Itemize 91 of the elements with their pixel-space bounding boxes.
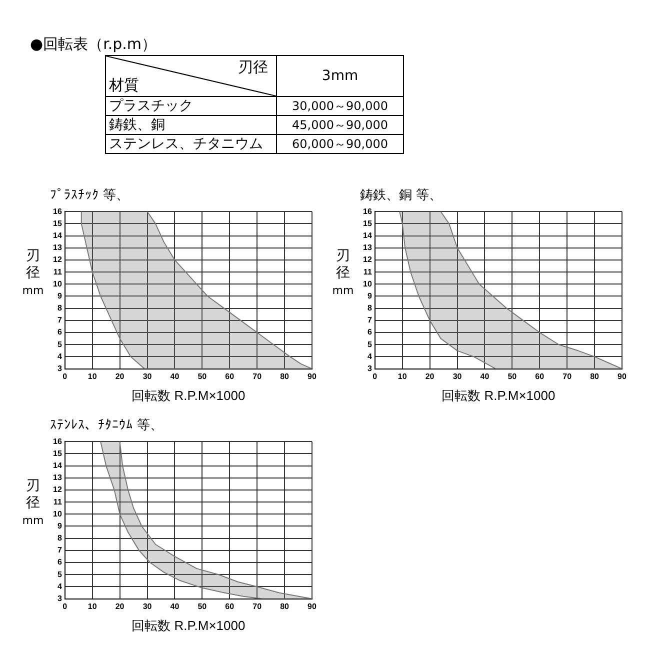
y-tick-label: 14: [52, 230, 62, 240]
y-tick-label: 15: [52, 218, 62, 228]
y-tick-label: 3: [57, 594, 62, 604]
x-tick-label: 10: [88, 602, 98, 611]
y-tick-label: 6: [57, 558, 62, 567]
y-tick-label: 9: [367, 291, 372, 300]
y-tick-label: 7: [57, 546, 62, 555]
y-tick-label: 3: [57, 364, 62, 374]
y-tick-label: 12: [52, 485, 62, 494]
text: 3mm: [276, 56, 404, 96]
chart-title: 鋳鉄、銅 等、: [360, 188, 442, 204]
x-tick-label: 60: [225, 602, 235, 611]
x-tick-label: 0: [62, 372, 68, 381]
y-tick-label: 6: [367, 328, 372, 337]
y-tick-label: 7: [57, 316, 62, 325]
x-tick-label: 20: [115, 372, 125, 381]
x-tick-label: 30: [142, 372, 152, 381]
chart-title: ｽﾃﾝﾚｽ、ﾁﾀﾆｳﾑ 等、: [50, 418, 164, 434]
y-axis-title: 刃径 mm: [331, 248, 355, 299]
x-tick-label: 50: [198, 372, 208, 381]
text: ●回転表（r.p.m）: [30, 35, 157, 54]
y-tick-label: 16: [52, 436, 62, 446]
y-tick-label: 13: [362, 243, 372, 252]
y-axis-title: 刃径 mm: [21, 248, 45, 299]
x-tick-label: 40: [170, 602, 180, 611]
x-tick-label: 20: [115, 602, 125, 611]
y-tick-label: 11: [53, 497, 62, 506]
x-tick-label: 70: [252, 602, 262, 611]
x-tick-label: 50: [198, 602, 208, 611]
x-tick-label: 50: [508, 372, 518, 381]
y-tick-label: 12: [52, 255, 62, 264]
y-tick-label: 8: [57, 304, 62, 313]
y-tick-label: 4: [57, 352, 62, 361]
text: 45,000～90,000: [276, 116, 404, 134]
x-tick-label: 60: [225, 372, 235, 381]
x-tick-label: 70: [562, 372, 572, 381]
y-tick-label: 3: [367, 364, 372, 374]
x-tick-label: 10: [88, 372, 98, 381]
y-tick-label: 5: [367, 340, 372, 349]
y-tick-label: 13: [52, 243, 62, 252]
text: プラスチック: [106, 96, 276, 116]
text: 刃径: [238, 58, 268, 77]
y-tick-label: 9: [57, 521, 62, 530]
text: 材質: [109, 76, 139, 95]
x-axis-title: 回転数 R.P.M×1000: [442, 388, 556, 403]
text: 60,000～90,000: [276, 134, 404, 154]
x-tick-label: 90: [308, 602, 317, 611]
y-tick-label: 16: [362, 206, 372, 216]
y-tick-label: 5: [57, 340, 62, 349]
text: ステンレス、チタニウム: [106, 134, 276, 154]
x-tick-label: 30: [142, 602, 152, 611]
x-axis-title: 回転数 R.P.M×1000: [132, 388, 246, 403]
y-tick-label: 13: [52, 473, 62, 482]
x-tick-label: 90: [308, 372, 317, 381]
y-tick-label: 4: [57, 582, 62, 591]
y-tick-label: 11: [363, 267, 372, 276]
chart-title: ﾌﾟﾗｽﾁｯｸ 等、: [50, 188, 130, 204]
x-tick-label: 40: [480, 372, 490, 381]
text: 30,000～90,000: [276, 96, 404, 116]
y-tick-label: 4: [367, 352, 372, 361]
y-tick-label: 9: [57, 291, 62, 300]
text: 鋳鉄、銅: [106, 116, 276, 134]
y-tick-label: 14: [362, 230, 372, 240]
y-tick-label: 16: [52, 206, 62, 216]
y-tick-label: 10: [52, 509, 62, 518]
y-tick-label: 5: [57, 570, 62, 579]
y-tick-label: 15: [52, 448, 62, 458]
y-axis-title: 刃径 mm: [21, 478, 45, 529]
x-tick-label: 20: [425, 372, 435, 381]
x-tick-label: 60: [535, 372, 545, 381]
y-tick-label: 12: [362, 255, 372, 264]
y-tick-label: 10: [362, 279, 372, 288]
x-tick-label: 30: [452, 372, 462, 381]
x-tick-label: 80: [590, 372, 600, 381]
y-tick-label: 8: [367, 304, 372, 313]
x-tick-label: 80: [280, 602, 290, 611]
x-axis-title: 回転数 R.P.M×1000: [132, 618, 246, 633]
y-tick-label: 14: [52, 460, 62, 470]
x-tick-label: 70: [252, 372, 262, 381]
x-tick-label: 0: [372, 372, 378, 381]
y-tick-label: 7: [367, 316, 372, 325]
x-tick-label: 0: [62, 602, 68, 611]
x-tick-label: 40: [170, 372, 180, 381]
y-tick-label: 8: [57, 534, 62, 543]
x-tick-label: 10: [398, 372, 408, 381]
y-tick-label: 11: [53, 267, 62, 276]
x-tick-label: 80: [280, 372, 290, 381]
y-tick-label: 10: [52, 279, 62, 288]
y-tick-label: 6: [57, 328, 62, 337]
x-tick-label: 90: [618, 372, 627, 381]
y-tick-label: 15: [362, 218, 372, 228]
